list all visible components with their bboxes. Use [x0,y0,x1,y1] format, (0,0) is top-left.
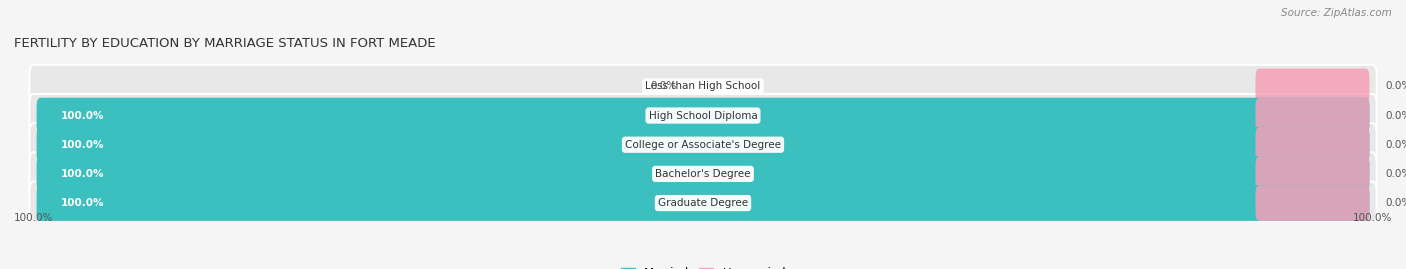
Text: 0.0%: 0.0% [1385,140,1406,150]
Text: College or Associate's Degree: College or Associate's Degree [626,140,780,150]
Text: 0.0%: 0.0% [1385,198,1406,208]
FancyBboxPatch shape [30,65,1376,108]
Text: 0.0%: 0.0% [1385,169,1406,179]
Text: FERTILITY BY EDUCATION BY MARRIAGE STATUS IN FORT MEADE: FERTILITY BY EDUCATION BY MARRIAGE STATU… [14,37,436,50]
Text: 0.0%: 0.0% [1385,111,1406,121]
FancyBboxPatch shape [37,156,1369,192]
Text: 100.0%: 100.0% [1353,213,1392,223]
Text: 100.0%: 100.0% [60,111,104,121]
FancyBboxPatch shape [37,127,1369,162]
Text: 100.0%: 100.0% [60,140,104,150]
FancyBboxPatch shape [30,182,1376,225]
FancyBboxPatch shape [1256,127,1369,162]
Text: 0.0%: 0.0% [650,81,676,91]
FancyBboxPatch shape [1256,185,1369,221]
FancyBboxPatch shape [1256,98,1369,133]
Text: 100.0%: 100.0% [60,198,104,208]
Text: Source: ZipAtlas.com: Source: ZipAtlas.com [1281,8,1392,18]
FancyBboxPatch shape [1256,156,1369,192]
Text: 100.0%: 100.0% [14,213,53,223]
FancyBboxPatch shape [30,94,1376,137]
FancyBboxPatch shape [1256,69,1369,104]
FancyBboxPatch shape [30,123,1376,166]
Text: 0.0%: 0.0% [1385,81,1406,91]
FancyBboxPatch shape [37,98,1369,133]
FancyBboxPatch shape [30,152,1376,196]
Text: High School Diploma: High School Diploma [648,111,758,121]
FancyBboxPatch shape [37,185,1369,221]
Text: Less than High School: Less than High School [645,81,761,91]
Text: Graduate Degree: Graduate Degree [658,198,748,208]
Text: 100.0%: 100.0% [60,169,104,179]
Text: Bachelor's Degree: Bachelor's Degree [655,169,751,179]
Legend: Married, Unmarried: Married, Unmarried [620,267,786,269]
